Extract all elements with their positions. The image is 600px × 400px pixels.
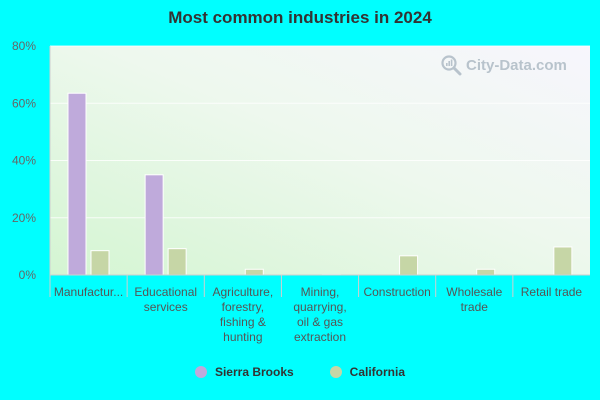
legend-swatch-sierra-brooks [194, 366, 207, 378]
x-tick-label: Wholesale trade [446, 285, 502, 314]
bar-california[interactable] [167, 248, 187, 276]
chart-title: Most common industries in 2024 [168, 8, 432, 27]
y-axis: 0% 20% 40% 60% 80% [12, 39, 36, 282]
magnifier-icon [441, 55, 462, 76]
x-tick-label: Manufactur... [54, 285, 123, 299]
gridlines [50, 45, 590, 219]
bar-california[interactable] [399, 255, 419, 276]
x-tick-label: Retail trade [521, 285, 583, 299]
bar-california[interactable] [90, 250, 110, 276]
legend-label-california: California [349, 365, 406, 379]
x-tick-label: Construction [363, 285, 430, 299]
legend-item-california[interactable]: California [329, 365, 406, 379]
bar-sierra-brooks[interactable] [67, 92, 87, 276]
x-tick-label: Mining, quarrying, oil & gas extraction [293, 285, 346, 344]
x-axis: Manufactur... Educational services Agricult… [49, 46, 590, 344]
y-tick-label: 60% [12, 96, 36, 110]
x-tick-label: Agriculture, forestry, fishing & hunting [213, 285, 274, 344]
legend-item-sierra-brooks[interactable]: Sierra Brooks [194, 365, 294, 379]
y-tick-label: 80% [12, 39, 36, 53]
bar-chart: 0% 20% 40% 60% 80% Manufactur... Educational s… [12, 39, 590, 344]
y-tick-label: 40% [12, 154, 36, 168]
bar-california[interactable] [244, 268, 264, 276]
legend: Sierra Brooks California [0, 365, 600, 379]
bar-california[interactable] [476, 268, 496, 276]
watermark-text: City-Data.com [466, 56, 567, 74]
x-tick-label: Educational services [134, 285, 197, 314]
legend-swatch-california [329, 366, 342, 378]
y-tick-label: 20% [12, 211, 36, 225]
bar-sierra-brooks[interactable] [144, 174, 164, 276]
y-tick-label: 0% [19, 268, 37, 282]
bar-california[interactable] [553, 246, 573, 276]
watermark: City-Data.com [440, 54, 567, 76]
legend-label-sierra-brooks: Sierra Brooks [214, 365, 294, 379]
